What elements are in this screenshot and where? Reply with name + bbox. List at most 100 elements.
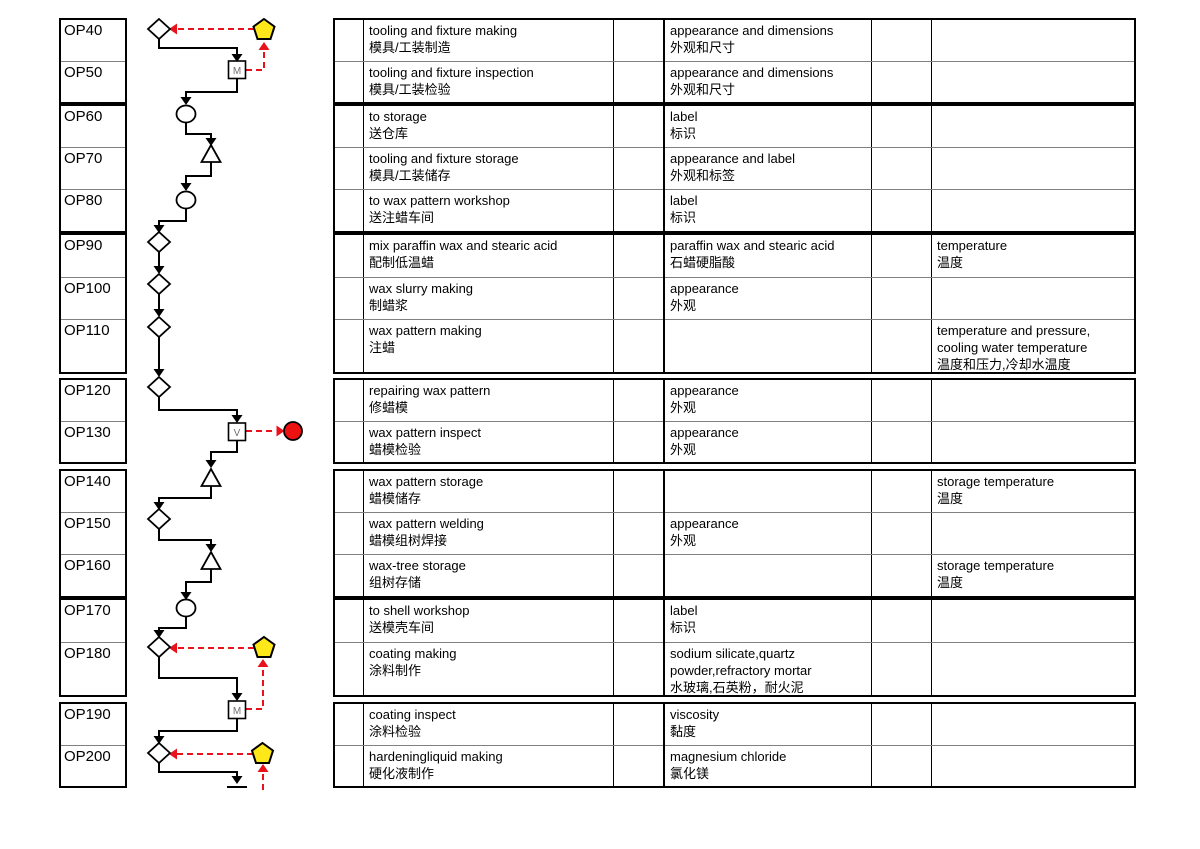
operation-text-en: mix paraffin wax and stearic acid — [369, 238, 558, 253]
middle-cell — [871, 380, 932, 421]
table-block: OP90 OP100 OP110 — [59, 233, 127, 374]
inspection-box-letter: V — [234, 428, 241, 439]
tail-cell — [613, 148, 663, 189]
op-number-row: OP160 — [61, 554, 125, 596]
characteristic-cell: viscosity 黏度 — [665, 704, 871, 745]
tail-cell — [613, 190, 663, 231]
table-block: OP120 OP130 — [59, 378, 127, 464]
table-block: OP60 OP70 OP80 — [59, 104, 127, 233]
operation-cell: mix paraffin wax and stearic acid 配制低温蜡 — [364, 235, 613, 277]
operation-text-en: to storage — [369, 109, 427, 124]
operation-cell: coating making 涂料制作 — [364, 643, 613, 695]
flow-arrowhead — [153, 630, 165, 638]
flag-cell — [335, 600, 364, 642]
operation-cell: wax pattern inspect 蜡模检验 — [364, 422, 613, 462]
operation-text-cn: 注蜡 — [369, 340, 396, 355]
tail-cell — [613, 278, 663, 319]
operation-row: tooling and fixture storage 模具/工装储存 — [335, 147, 663, 189]
operation-text-cn: 模具/工装储存 — [369, 168, 451, 183]
operation-row: tooling and fixture making 模具/工装制造 — [335, 20, 663, 61]
flag-cell — [335, 278, 364, 319]
flag-cell — [335, 704, 364, 745]
characteristic-text-en: sodium silicate,quartz powder,refractory… — [670, 646, 812, 678]
characteristic-text-en: appearance — [670, 425, 739, 440]
op-number-column: OP40 OP50 OP60 OP70 OP80 OP90 OP100 OP11… — [59, 18, 127, 788]
circle-symbol — [175, 598, 197, 618]
characteristic-cell: label 标识 — [665, 600, 871, 642]
table-block: OP170 OP180 — [59, 598, 127, 697]
characteristic-row: appearance 外观 — [665, 277, 1134, 319]
operation-row: to shell workshop 送模壳车间 — [335, 600, 663, 642]
operation-row: to wax pattern workshop 送注蜡车间 — [335, 189, 663, 231]
characteristic-cell: label 标识 — [665, 190, 871, 231]
operation-text-cn: 蜡模组树焊接 — [369, 533, 448, 548]
op-label: OP140 — [64, 473, 111, 490]
operation-text-en: wax pattern making — [369, 323, 482, 338]
operation-text-en: tooling and fixture storage — [369, 151, 519, 166]
op-number-row: OP110 — [61, 319, 125, 372]
operation-row: coating inspect 涂料检验 — [335, 704, 663, 745]
operation-text-cn: 蜡模储存 — [369, 491, 422, 506]
operation-row: wax slurry making 制蜡浆 — [335, 277, 663, 319]
operation-text-en: tooling and fixture inspection — [369, 65, 534, 80]
control-text-en: storage temperature — [937, 474, 1055, 489]
diamond-symbol — [146, 741, 172, 765]
flag-cell — [335, 380, 364, 421]
operation-table: tooling and fixture making 模具/工装制造 tooli… — [333, 18, 665, 788]
operation-text-cn: 送仓库 — [369, 126, 409, 141]
middle-cell — [871, 278, 932, 319]
control-text-cn: 温度 — [937, 491, 964, 506]
characteristic-cell: appearance and label 外观和标签 — [665, 148, 871, 189]
middle-cell — [871, 20, 932, 61]
tail-cell — [613, 704, 663, 745]
circle-symbol — [175, 104, 197, 124]
flow-arrowhead — [205, 544, 217, 552]
operation-text-cn: 送注蜡车间 — [369, 210, 435, 225]
middle-cell — [871, 148, 932, 189]
op-label: OP80 — [64, 192, 103, 209]
tail-cell — [613, 643, 663, 695]
op-label: OP60 — [64, 108, 103, 125]
control-cell: temperature 温度 — [932, 235, 1134, 277]
triangle-symbol — [199, 467, 223, 487]
control-text-cn: 温度 — [937, 575, 964, 590]
op-label: OP190 — [64, 706, 111, 723]
operation-text-cn: 涂料制作 — [369, 663, 422, 678]
table-block: appearance 外观 appearance 外观 — [663, 378, 1136, 464]
middle-cell — [871, 422, 932, 462]
characteristic-text-en: appearance and label — [670, 151, 796, 166]
middle-cell — [871, 746, 932, 786]
characteristic-row: storage temperature 温度 — [665, 554, 1134, 596]
table-block: label 标识 appearance and label 外观和标签 labe… — [663, 104, 1136, 233]
inspection-box — [227, 700, 247, 720]
table-block: OP140 OP150 OP160 — [59, 469, 127, 598]
tail-cell — [613, 600, 663, 642]
characteristic-row: appearance 外观 — [665, 421, 1134, 462]
table-block: wax pattern storage 蜡模储存 wax pattern wel… — [333, 469, 665, 598]
characteristic-text-en: appearance and dimensions — [670, 65, 834, 80]
op-number-row: OP130 — [61, 421, 125, 462]
operation-row: wax pattern making 注蜡 — [335, 319, 663, 372]
red-arrowhead-right — [276, 425, 285, 437]
flow-arrowhead — [180, 183, 192, 191]
characteristic-cell: paraffin wax and stearic acid 石蜡硬脂酸 — [665, 235, 871, 277]
flow-arrowhead — [205, 138, 217, 146]
characteristic-text-cn: 外观和尺寸 — [670, 40, 736, 55]
flow-arrowhead — [153, 369, 165, 377]
tail-cell — [613, 106, 663, 147]
operation-cell: wax slurry making 制蜡浆 — [364, 278, 613, 319]
op-number-row: OP90 — [61, 235, 125, 277]
flag-cell — [335, 643, 364, 695]
characteristic-text-cn: 外观和尺寸 — [670, 82, 736, 97]
middle-cell — [871, 106, 932, 147]
table-block: paraffin wax and stearic acid 石蜡硬脂酸 temp… — [663, 233, 1136, 374]
op-number-row: OP140 — [61, 471, 125, 512]
middle-cell — [871, 471, 932, 512]
table-block: to storage 送仓库 tooling and fixture stora… — [333, 104, 665, 233]
operation-cell: wax pattern storage 蜡模储存 — [364, 471, 613, 512]
red-arrowhead-up — [258, 42, 270, 50]
middle-cell — [871, 704, 932, 745]
diamond-symbol — [146, 315, 172, 339]
operation-row: wax pattern storage 蜡模储存 — [335, 471, 663, 512]
